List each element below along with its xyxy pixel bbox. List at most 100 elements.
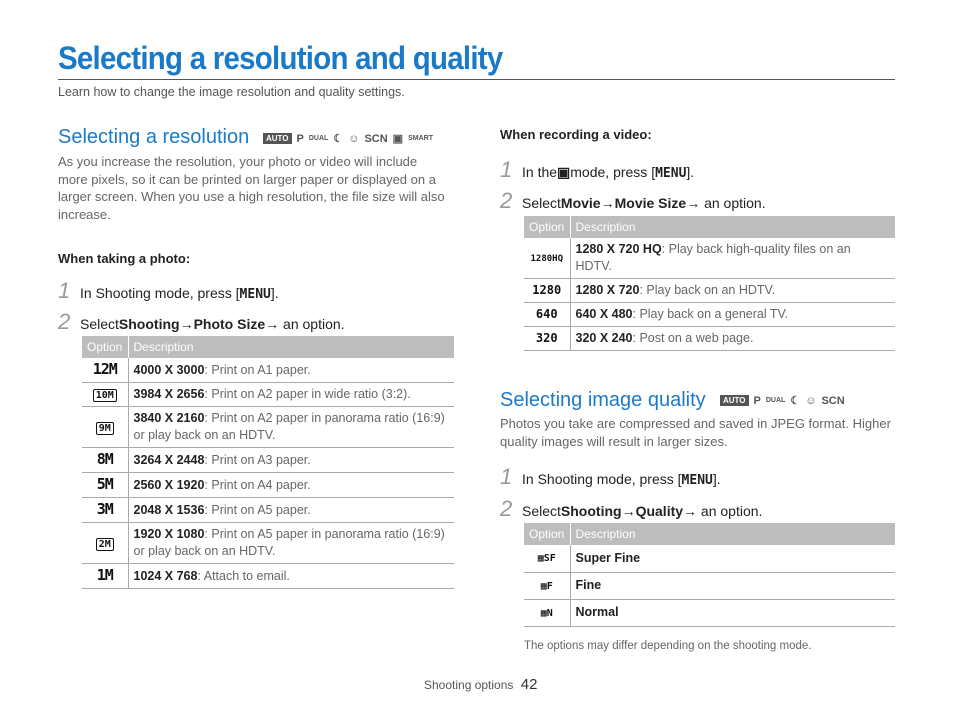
- size-12m-icon: 12M: [92, 360, 118, 378]
- quality-step-2: 2 Select Shooting → Quality → an option.: [500, 496, 762, 522]
- program-mode-icon: P: [753, 394, 761, 407]
- page-number: 42: [520, 676, 538, 693]
- movie-size-table: Option Description 1280HQ 1280 X 720 HQ:…: [524, 216, 895, 351]
- photo-size-table: Option Description 12M 4000 X 3000: Prin…: [82, 336, 454, 589]
- row-value: 3840 X 2160: [133, 411, 205, 425]
- arrow: →: [621, 503, 636, 519]
- movie-mode-icon: ▣: [557, 164, 571, 180]
- size-5m-icon: 5M: [96, 475, 114, 493]
- arrow: →: [600, 195, 615, 211]
- row-desc: : Print on A3 paper.: [204, 452, 311, 467]
- row-value: 1280 X 720: [575, 283, 640, 297]
- step-text: Select: [522, 503, 561, 519]
- size-10m-icon: 10M: [92, 389, 117, 402]
- row-desc: : Print on A1 paper.: [204, 362, 311, 377]
- step-text-end: ].: [686, 164, 695, 180]
- movie-1280hq-icon: 1280HQ: [530, 253, 563, 264]
- table-row: 8M 3264 X 2448: Print on A3 paper.: [82, 447, 454, 473]
- step-text-end: ].: [270, 285, 279, 301]
- table-header: Option Description: [524, 216, 895, 238]
- size-1m-icon: 1M: [96, 566, 114, 584]
- movie-640-icon: 640: [535, 307, 558, 321]
- quality-mode-icons: AUTO P DUAL ☾ ☺ SCN: [720, 394, 845, 407]
- menu-movie-size: Movie Size: [614, 195, 687, 211]
- row-desc: : Play back high-quality files on an HDT…: [575, 242, 851, 273]
- step-text-mid: mode, press [: [570, 164, 656, 180]
- video-step-1: 1 In the ▣ mode, press [MENU].: [500, 157, 694, 183]
- row-value: Super Fine: [575, 550, 641, 565]
- table-row: 9M 3840 X 2160: Print on A2 paper in pan…: [82, 406, 454, 448]
- row-desc: : Attach to email.: [197, 568, 290, 583]
- header-description: Description: [128, 336, 454, 358]
- size-2m-icon: 2M: [95, 537, 114, 551]
- step-number: 1: [500, 157, 513, 182]
- title-divider: [58, 79, 895, 80]
- menu-key-icon: MENU: [239, 287, 271, 302]
- quality-heading: Selecting image quality: [500, 389, 706, 411]
- step-text-end: → an option.: [265, 316, 345, 332]
- row-value: 2048 X 1536: [133, 502, 205, 517]
- size-9m-icon: 9M: [95, 421, 114, 435]
- photo-subheading: When taking a photo:: [58, 251, 191, 266]
- step-number: 1: [500, 464, 513, 489]
- menu-quality: Quality: [635, 503, 684, 519]
- table-row: 320 320 X 240: Post on a web page.: [524, 326, 895, 351]
- header-option: Option: [524, 523, 571, 545]
- step-text-end: ].: [712, 471, 721, 487]
- night-mode-icon: ☾: [790, 395, 801, 407]
- step-text: Select: [522, 195, 561, 211]
- table-header: Option Description: [524, 523, 895, 545]
- step-text: Select: [80, 316, 119, 332]
- menu-shooting: Shooting: [118, 316, 180, 332]
- row-desc: : Play back on a general TV.: [632, 307, 789, 321]
- table-row: 1280HQ 1280 X 720 HQ: Play back high-qua…: [524, 238, 895, 279]
- beauty-face-mode-icon: ☺: [805, 394, 817, 407]
- row-value: 1920 X 1080: [133, 527, 205, 541]
- table-row: 10M 3984 X 2656: Print on A2 paper in wi…: [82, 382, 454, 407]
- step-text: In the: [522, 164, 558, 180]
- movie-mode-icon: ▣: [392, 133, 404, 145]
- row-value: 640 X 480: [575, 307, 633, 321]
- table-row: 3M 2048 X 1536: Print on A5 paper.: [82, 497, 454, 523]
- page-title: Selecting a resolution and quality: [58, 40, 503, 76]
- dual-is-mode-icon: DUAL: [765, 397, 786, 404]
- step-number: 1: [58, 278, 71, 303]
- table-row: 1M 1024 X 768: Attach to email.: [82, 563, 454, 589]
- row-value: 1280 X 720 HQ: [575, 242, 662, 256]
- header-description: Description: [570, 523, 895, 545]
- row-desc: : Print on A5 paper in panorama ratio (1…: [133, 527, 445, 558]
- menu-movie: Movie: [560, 195, 601, 211]
- photo-step-2: 2 Select Shooting → Photo Size → an opti…: [58, 309, 345, 335]
- beauty-face-mode-icon: ☺: [348, 132, 360, 145]
- program-mode-icon: P: [296, 132, 304, 145]
- step-text: In Shooting mode, press [: [80, 285, 240, 301]
- row-value: 1024 X 768: [133, 568, 198, 583]
- row-value: 2560 X 1920: [133, 477, 205, 492]
- row-value: Fine: [575, 578, 602, 592]
- row-desc: : Print on A2 paper in panorama ratio (1…: [133, 411, 445, 442]
- menu-shooting: Shooting: [560, 503, 622, 519]
- row-desc: : Play back on an HDTV.: [639, 283, 776, 297]
- table-row: ▦SF Super Fine: [524, 545, 895, 573]
- quality-superfine-icon: ▦SF: [537, 553, 556, 565]
- dual-is-mode-icon: DUAL: [308, 135, 329, 142]
- step-text-end: → an option.: [686, 195, 766, 211]
- row-value: 320 X 240: [575, 331, 633, 345]
- table-row: 12M 4000 X 3000: Print on A1 paper.: [82, 358, 454, 383]
- menu-key-icon: MENU: [655, 166, 687, 181]
- header-option: Option: [524, 216, 571, 238]
- menu-photo-size: Photo Size: [193, 316, 266, 332]
- header-option: Option: [82, 336, 129, 358]
- step-text-end: → an option.: [683, 503, 763, 519]
- row-value: 4000 X 3000: [133, 362, 205, 377]
- row-desc: : Print on A5 paper.: [204, 502, 311, 517]
- resolution-heading: Selecting a resolution: [58, 126, 250, 148]
- photo-step-1: 1 In Shooting mode, press [MENU].: [58, 278, 279, 304]
- table-row: 2M 1920 X 1080: Print on A5 paper in pan…: [82, 522, 454, 564]
- video-subheading: When recording a video:: [500, 127, 652, 142]
- step-number: 2: [500, 188, 513, 213]
- arrow: →: [179, 316, 194, 332]
- auto-mode-icon: AUTO: [263, 133, 292, 144]
- video-step-2: 2 Select Movie → Movie Size → an option.: [500, 188, 766, 214]
- table-header: Option Description: [82, 336, 454, 358]
